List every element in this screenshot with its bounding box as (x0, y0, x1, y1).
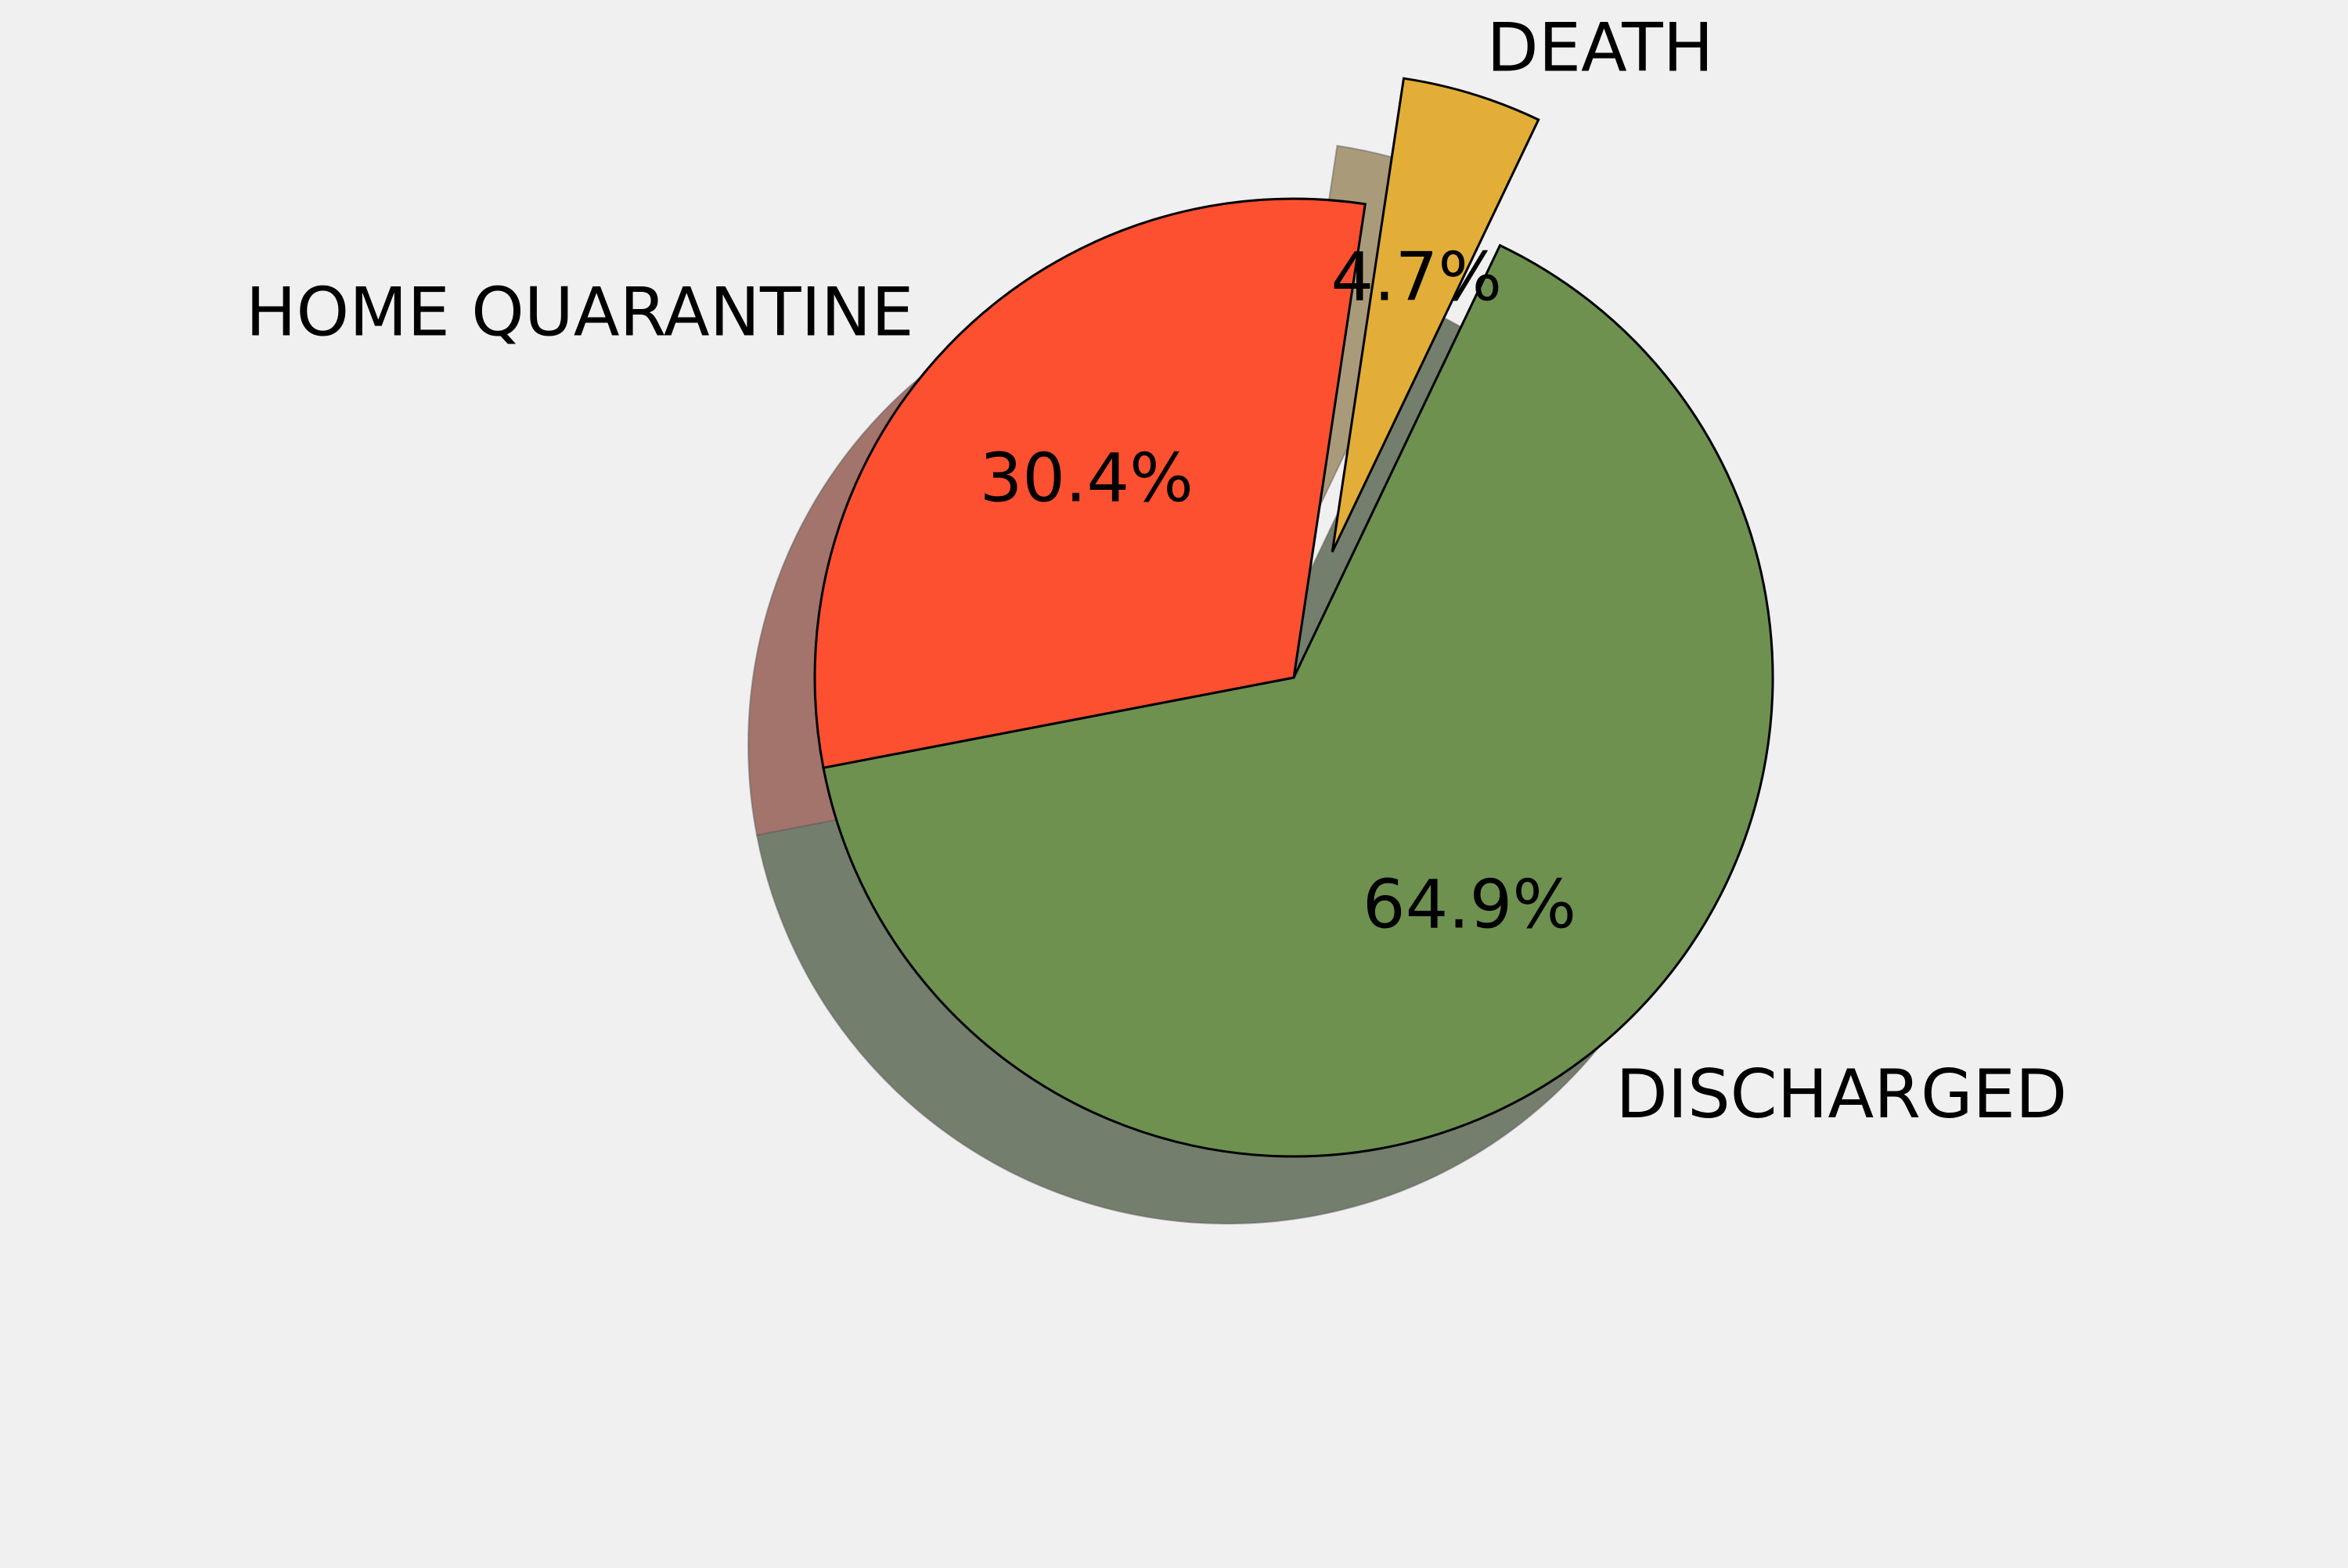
pie-slice-discharged (822, 243, 1774, 1158)
pie-category-label-discharged: DISCHARGED (1616, 1056, 2068, 1134)
pie-pct-label-home-quarantine: 30.4% (980, 440, 1194, 518)
pie-slice-death (1331, 77, 1540, 553)
pie-slice-home-quarantine (813, 197, 1367, 770)
pie-category-label-death: DEATH (1487, 9, 1714, 88)
slice-layer (813, 77, 1774, 1158)
pie-category-label-home-quarantine: HOME QUARANTINE (246, 274, 914, 352)
pie-pct-label-death: 4.7% (1331, 238, 1503, 316)
label-layer: 64.9% DISCHARGED 30.4% HOME QUARANTINE 4.7% D… (246, 9, 2067, 1134)
pie-pct-label-discharged: 64.9% (1363, 866, 1576, 944)
